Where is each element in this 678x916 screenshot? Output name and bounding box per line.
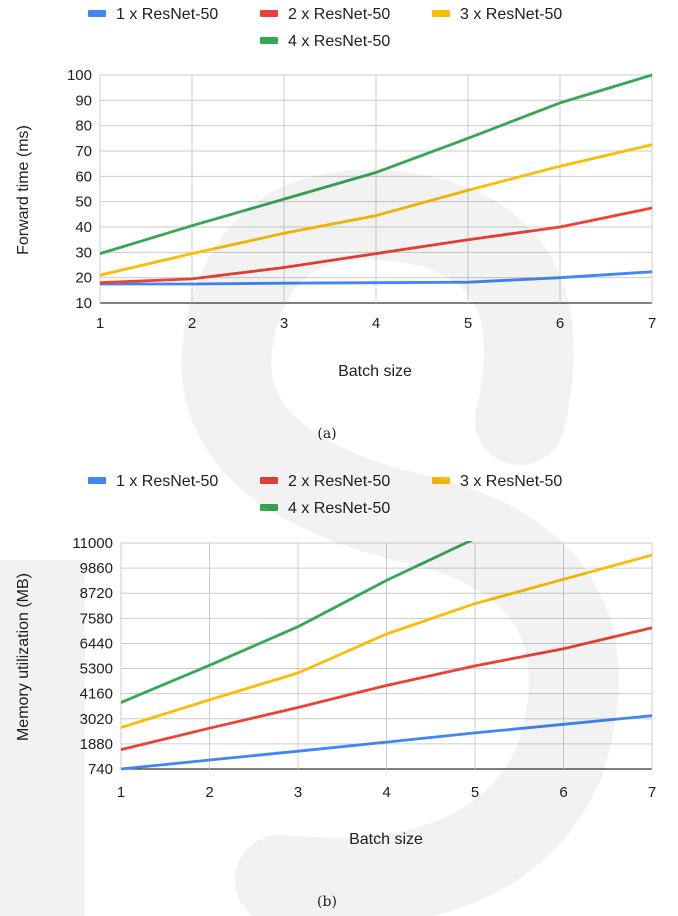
y-tick-label: 7580 (80, 610, 113, 627)
x-tick-label: 4 (382, 784, 390, 801)
y-tick-label: 60 (75, 168, 92, 185)
series-line-3-x-resnet-50 (121, 553, 652, 729)
series-line-2-x-resnet-50 (121, 626, 652, 751)
y-axis-label: Forward time (ms) (15, 125, 32, 255)
legend-item: 3 x ResNet-50 (432, 6, 562, 23)
x-tick-label: 7 (648, 315, 656, 332)
legend-swatch (260, 504, 278, 511)
series-line-1-x-resnet-50 (121, 714, 652, 771)
x-tick-label: 7 (648, 784, 656, 801)
y-axis-label: Memory utilization (MB) (15, 573, 32, 741)
forward-time-chart: 1 x ResNet-50 2 x ResNet-50 3 x ResNet-50 4… (15, 6, 656, 442)
series-group (100, 73, 652, 286)
y-tick-label: 20 (75, 270, 92, 287)
y-tick-label: 100 (67, 67, 92, 84)
x-tick-label: 5 (471, 784, 479, 801)
y-tick-label: 90 (75, 92, 92, 109)
x-tick-label: 5 (464, 315, 472, 332)
legend-swatch (432, 477, 450, 484)
series-group (121, 541, 652, 771)
series-line-4-x-resnet-50 (121, 541, 474, 704)
y-tick-label: 5300 (80, 661, 113, 678)
x-tick-label: 1 (117, 784, 125, 801)
y-tick-label: 50 (75, 194, 92, 211)
series-line-3-x-resnet-50 (100, 143, 652, 277)
y-tick-label: 740 (88, 761, 113, 778)
y-tick-label: 6440 (80, 635, 113, 652)
legend-label: 1 x ResNet-50 (116, 473, 218, 490)
legend-label: 1 x ResNet-50 (116, 6, 218, 23)
y-axis-ticks: 10 20 30 40 50 60 70 80 90 100 (67, 67, 92, 312)
y-tick-label: 30 (75, 244, 92, 261)
chart-caption: (a) (317, 426, 336, 442)
legend-item: 1 x ResNet-50 (88, 6, 218, 23)
legend-item: 4 x ResNet-50 (260, 33, 390, 50)
x-tick-label: 3 (294, 784, 302, 801)
legend-swatch (88, 477, 106, 484)
y-tick-label: 70 (75, 143, 92, 160)
x-tick-label: 4 (372, 315, 380, 332)
legend-swatch (88, 10, 106, 17)
legend: 1 x ResNet-50 2 x ResNet-50 3 x ResNet-50 4… (88, 473, 562, 517)
chart-caption: (b) (317, 894, 337, 910)
y-tick-label: 40 (75, 219, 92, 236)
legend-swatch (260, 37, 278, 44)
series-line-2-x-resnet-50 (100, 206, 652, 285)
y-tick-label: 9860 (80, 560, 113, 577)
x-tick-label: 1 (96, 315, 104, 332)
legend-item: 4 x ResNet-50 (260, 500, 390, 517)
x-tick-label: 3 (280, 315, 288, 332)
x-axis-label: Batch size (349, 831, 423, 848)
x-tick-label: 2 (188, 315, 196, 332)
series-line-1-x-resnet-50 (100, 270, 652, 286)
legend-swatch (260, 10, 278, 17)
legend-label: 2 x ResNet-50 (288, 6, 390, 23)
y-tick-label: 11000 (72, 535, 113, 552)
legend: 1 x ResNet-50 2 x ResNet-50 3 x ResNet-50 4… (88, 6, 562, 50)
x-axis-ticks: 1 2 3 4 5 6 7 (117, 784, 656, 801)
y-tick-label: 10 (75, 295, 92, 312)
legend-label: 2 x ResNet-50 (288, 473, 390, 490)
y-tick-label: 80 (75, 118, 92, 135)
legend-swatch (432, 10, 450, 17)
x-tick-label: 6 (559, 784, 567, 801)
y-tick-label: 1880 (80, 736, 113, 753)
y-tick-label: 4160 (80, 686, 113, 703)
x-axis-ticks: 1 2 3 4 5 6 7 (96, 315, 656, 332)
x-tick-label: 6 (556, 315, 564, 332)
memory-utilization-chart: 1 x ResNet-50 2 x ResNet-50 3 x ResNet-50 4… (15, 473, 656, 910)
legend-swatch (260, 477, 278, 484)
legend-item: 1 x ResNet-50 (88, 473, 218, 490)
x-axis-label: Batch size (338, 363, 412, 380)
series-line-4-x-resnet-50 (100, 73, 652, 256)
legend-label: 3 x ResNet-50 (460, 473, 562, 490)
legend-label: 4 x ResNet-50 (288, 500, 390, 517)
gridlines (99, 74, 653, 304)
legend-label: 4 x ResNet-50 (288, 33, 390, 50)
gridlines (120, 542, 653, 770)
legend-item: 2 x ResNet-50 (260, 473, 390, 490)
y-axis-ticks: 740 1880 3020 4160 5300 6440 7580 8720 9860 11000 (72, 535, 113, 778)
y-tick-label: 3020 (80, 711, 113, 728)
legend-label: 3 x ResNet-50 (460, 6, 562, 23)
legend-item: 2 x ResNet-50 (260, 6, 390, 23)
legend-item: 3 x ResNet-50 (432, 473, 562, 490)
x-tick-label: 2 (205, 784, 213, 801)
y-tick-label: 8720 (80, 585, 113, 602)
